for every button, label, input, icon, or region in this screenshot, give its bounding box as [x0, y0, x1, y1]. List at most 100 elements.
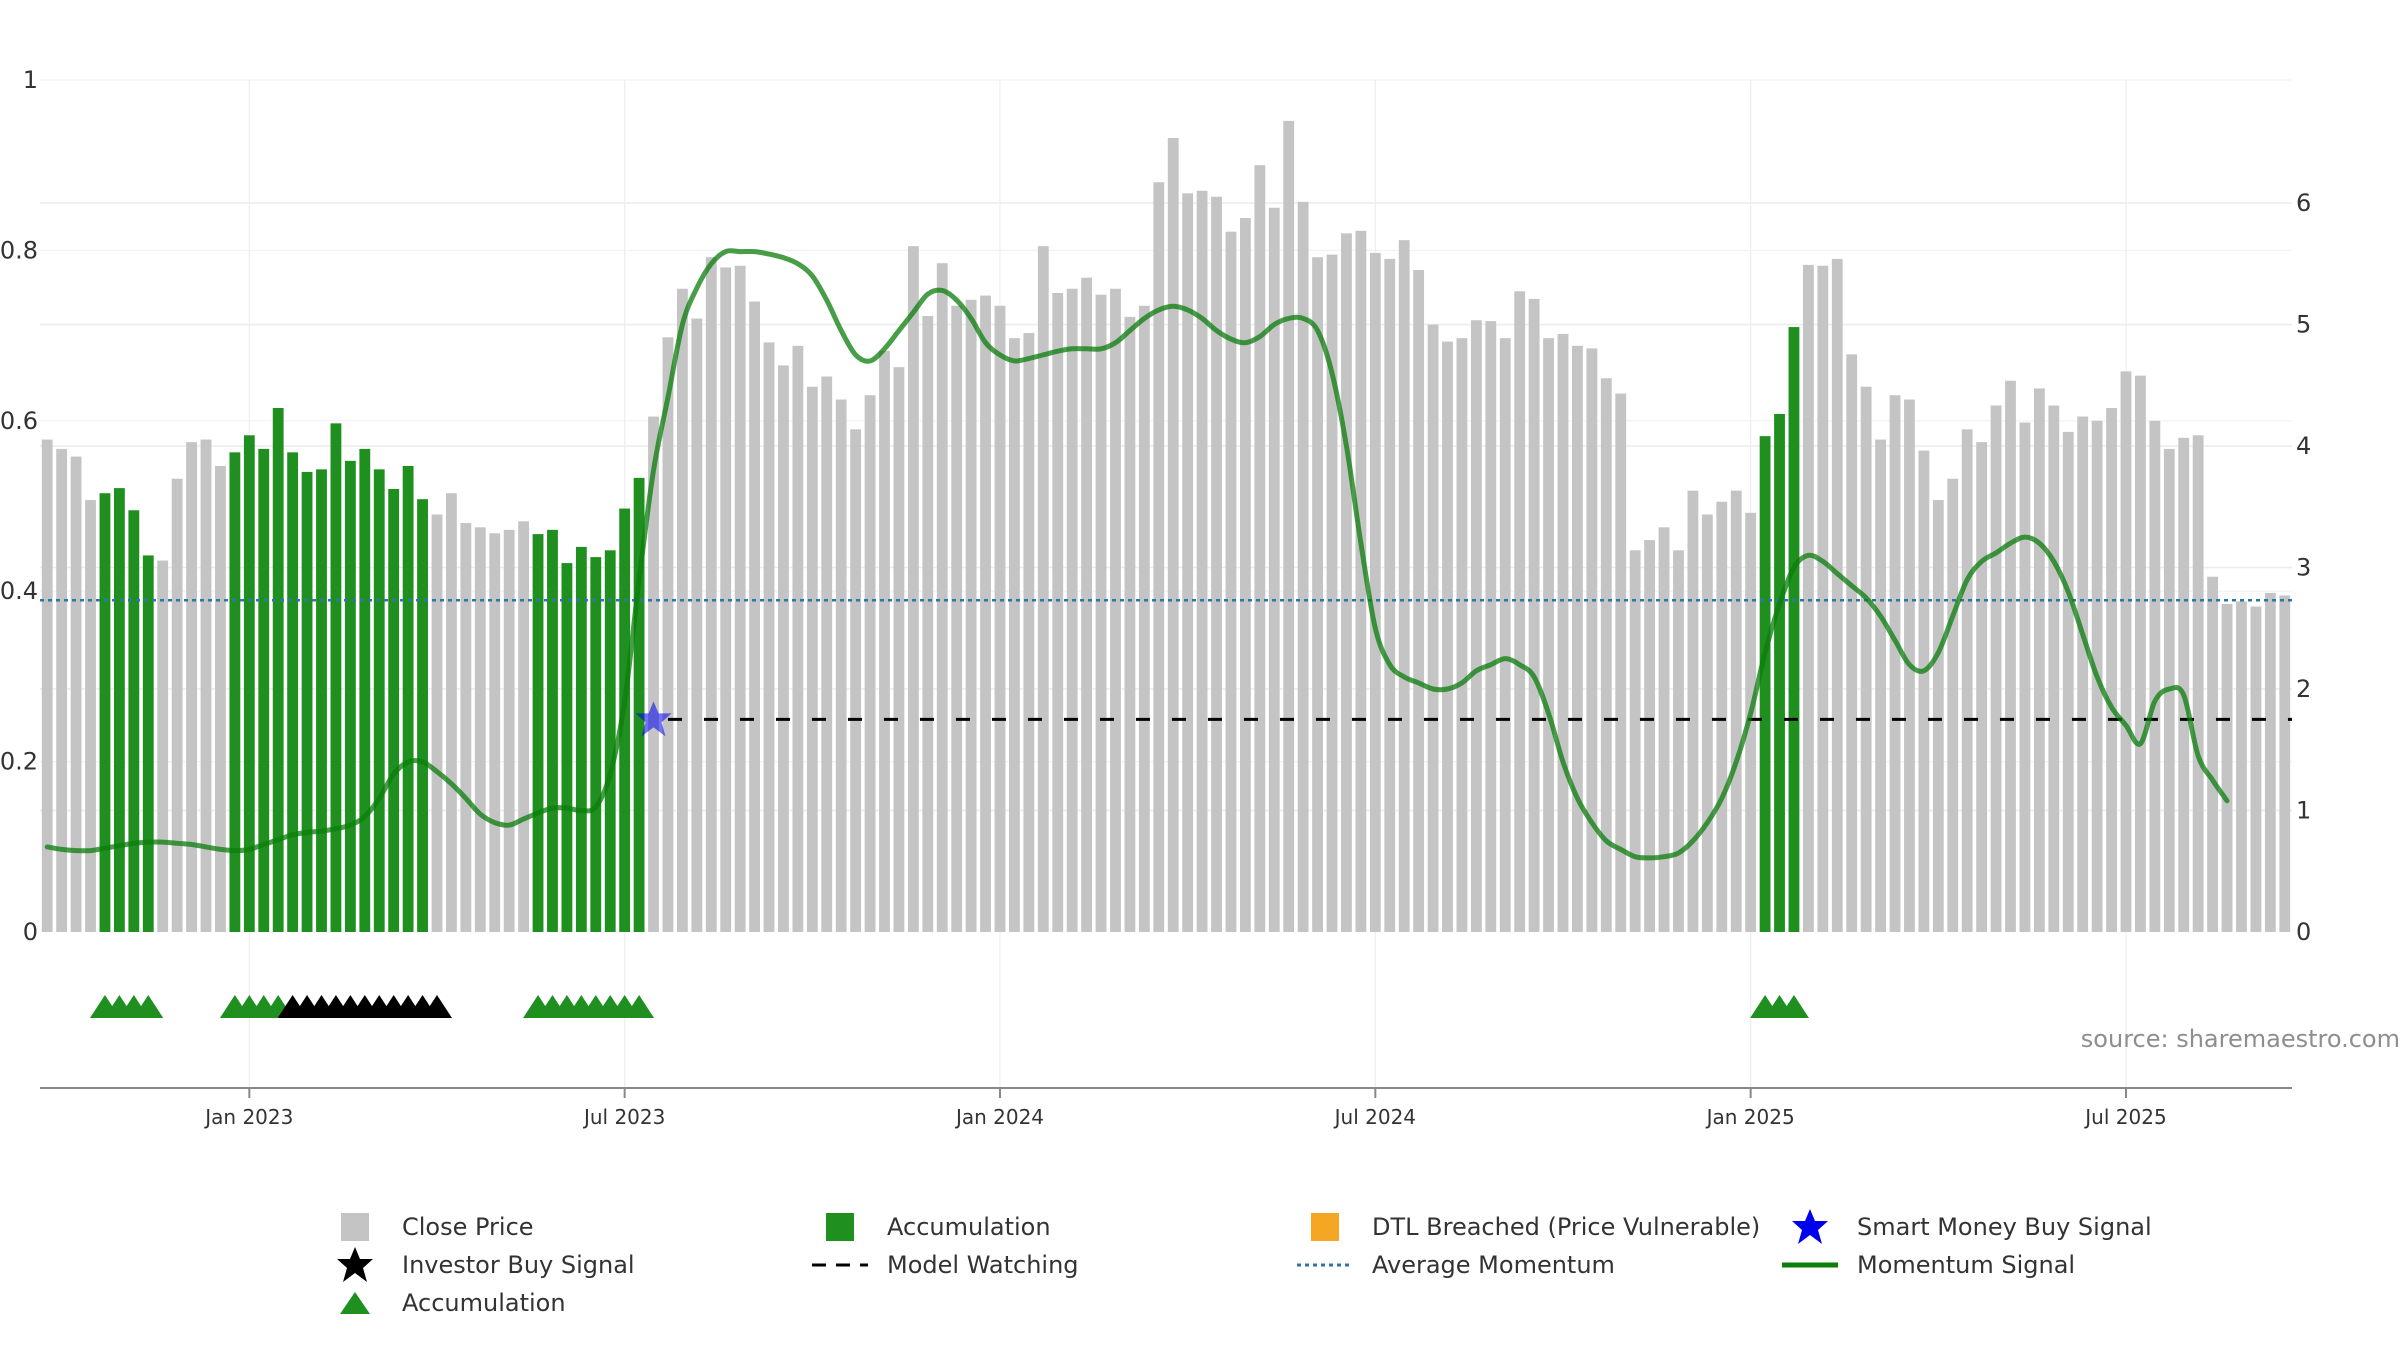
y-left-tick-label: 1: [23, 66, 38, 94]
close-price-bar: [215, 465, 226, 932]
gray-square-icon: [320, 1210, 390, 1244]
close-price-bar: [1802, 264, 1814, 932]
close-price-bar: [1326, 254, 1338, 932]
close-price-bar: [2120, 371, 2132, 932]
close-price-bar: [1976, 442, 1988, 932]
y-left-tick-label: 0.4: [0, 577, 38, 605]
close-price-bar: [1889, 395, 1901, 932]
accumulation-bar: [128, 510, 140, 932]
accumulation-bar: [532, 534, 544, 932]
close-price-bar: [1124, 316, 1136, 933]
close-price-bar: [1052, 293, 1064, 932]
close-price-bar: [1658, 527, 1670, 932]
close-price-bar: [1557, 333, 1569, 932]
close-price-bar: [1687, 490, 1699, 932]
accumulation-bar: [417, 499, 428, 932]
close-price-bar: [2033, 388, 2045, 932]
legend-label: DTL Breached (Price Vulnerable): [1372, 1213, 1761, 1241]
close-price-bar: [2019, 422, 2031, 932]
legend-item-dtl-breached: DTL Breached (Price Vulnerable): [1290, 1210, 1760, 1244]
close-price-bar: [2106, 408, 2117, 932]
accumulation-bar: [99, 493, 111, 932]
close-price-bar: [460, 523, 472, 932]
signal-markers: [89, 701, 1809, 1018]
close-price-bar: [792, 345, 804, 933]
legend: Close Price Accumulation DTL Breached (P…: [320, 1209, 2220, 1340]
close-price-bar: [1254, 165, 1266, 932]
source-credit: source: sharemaestro.com: [2080, 1025, 2400, 1053]
accumulation-bar: [301, 471, 313, 932]
x-tick-label: Jul 2025: [2083, 1105, 2166, 1129]
close-price-bar: [1037, 246, 1049, 932]
close-price-bar: [1673, 550, 1684, 932]
y-right-tick-label: 2: [2296, 675, 2311, 703]
close-price-bar: [936, 263, 948, 932]
close-price-bar: [1990, 405, 2002, 932]
close-price-bar: [1528, 298, 1540, 932]
y-right-tick-label: 1: [2296, 797, 2311, 825]
close-price-bar: [2236, 601, 2247, 932]
accumulation-bar: [359, 448, 371, 932]
y-left-tick-label: 0.6: [0, 407, 38, 435]
close-price-bar: [1023, 333, 1035, 932]
close-price-bar: [1398, 240, 1410, 932]
close-price-bar: [1485, 321, 1497, 933]
x-tick-label: Jan 2023: [203, 1105, 293, 1129]
close-price-bar: [763, 342, 775, 932]
legend-item-model-watching: Model Watching: [805, 1248, 1079, 1282]
green-square-icon: [805, 1210, 875, 1244]
close-price-bar: [1442, 341, 1453, 933]
close-price-bar: [778, 365, 789, 932]
close-price-bar: [1110, 288, 1121, 932]
legend-label: Accumulation: [402, 1289, 566, 1317]
close-price-bar: [1095, 294, 1107, 933]
close-price-bar: [648, 416, 659, 932]
accumulation-triangle: [1778, 995, 1809, 1018]
close-price-bar: [1817, 265, 1829, 933]
close-price-bar: [171, 478, 183, 932]
y-right-tick-label: 6: [2296, 189, 2311, 217]
accumulation-bar: [113, 488, 125, 932]
close-price-bar: [850, 429, 862, 932]
close-price-bar: [431, 514, 443, 932]
close-price-bar: [1730, 490, 1742, 932]
accumulation-bar: [1788, 327, 1800, 933]
close-price-bar: [2207, 576, 2219, 932]
close-price-bar: [1470, 320, 1482, 932]
close-price-bar: [2149, 420, 2161, 932]
close-price-bar: [85, 500, 96, 932]
close-price-bar: [907, 246, 919, 932]
legend-item-momentum: Momentum Signal: [1775, 1248, 2075, 1282]
close-price-bar: [1153, 182, 1165, 933]
close-price-bar: [1918, 450, 1930, 932]
legend-item-average-momentum: Average Momentum: [1290, 1248, 1615, 1282]
close-price-bar: [720, 267, 732, 932]
close-price-bar: [474, 527, 486, 932]
close-price-bar: [662, 337, 674, 933]
y-right-tick-label: 4: [2296, 432, 2311, 460]
accumulation-bar: [633, 477, 645, 932]
close-price-bar: [1716, 501, 1728, 932]
accumulation-bar: [272, 408, 284, 932]
y-left-tick-label: 0.2: [0, 748, 38, 776]
accumulation-bar: [229, 452, 241, 932]
close-price-bar: [2062, 431, 2074, 932]
close-price-bar: [186, 442, 197, 932]
close-price-bar: [1629, 550, 1641, 932]
y-left-tick-label: 0: [23, 918, 38, 946]
close-price-bar: [1167, 137, 1179, 932]
close-price-bar: [1543, 338, 1554, 932]
close-price-bar: [1644, 540, 1656, 932]
close-price-bar: [1875, 439, 1886, 932]
close-price-bar: [1297, 201, 1309, 932]
accumulation-triangle: [624, 995, 655, 1018]
x-tick-label: Jul 2024: [1333, 1105, 1416, 1129]
close-price-bar: [821, 376, 833, 933]
close-price-bar: [1514, 291, 1526, 932]
close-price-bar: [1572, 345, 1583, 933]
close-price-bar: [1009, 338, 1020, 932]
close-price-bar: [1600, 378, 1612, 932]
close-price-bar: [1384, 258, 1396, 932]
legend-label: Average Momentum: [1372, 1251, 1615, 1279]
close-price-bar: [1499, 338, 1511, 932]
